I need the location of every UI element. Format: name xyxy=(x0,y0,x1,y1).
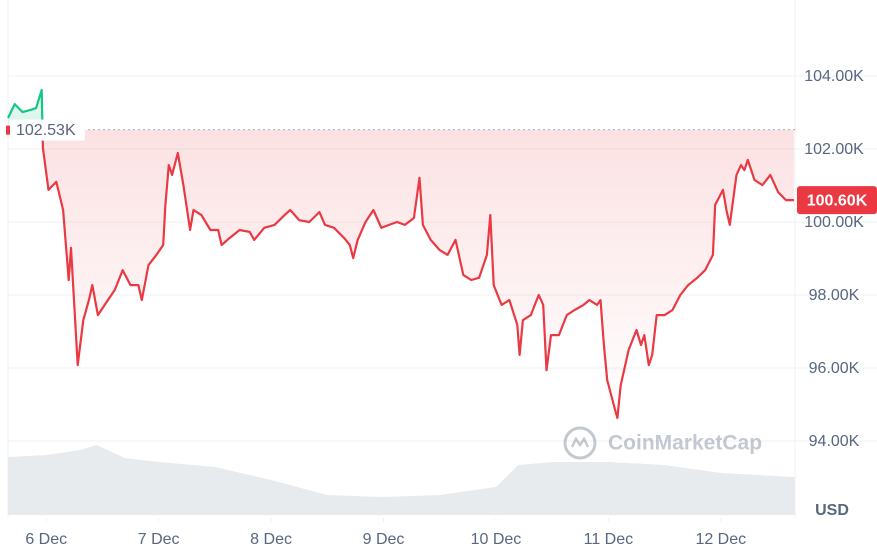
x-tick-label: 9 Dec xyxy=(363,531,405,548)
last-price-box xyxy=(797,186,877,215)
reference-label-box xyxy=(9,119,85,141)
y-tick-label: 104.00K xyxy=(804,68,864,85)
x-tick-label: 10 Dec xyxy=(471,531,522,548)
last-price-label: 100.60K xyxy=(807,192,868,209)
y-tick-label: 96.00K xyxy=(809,360,860,377)
x-tick-label: 7 Dec xyxy=(138,531,180,548)
x-tick-label: 8 Dec xyxy=(250,531,292,548)
price-line xyxy=(7,88,794,420)
y-tick-label: 100.00K xyxy=(804,214,864,231)
watermark-logo-mark xyxy=(570,436,590,448)
currency-label: USD xyxy=(815,502,849,519)
x-tick-label: 11 Dec xyxy=(584,531,634,548)
price-fill xyxy=(8,89,794,419)
reference-label-marker xyxy=(6,125,10,135)
watermark: CoinMarketCap xyxy=(563,426,762,460)
watermark-text: CoinMarketCap xyxy=(608,432,762,455)
reference-label: 102.53K xyxy=(16,122,76,139)
y-tick-label: 102.00K xyxy=(804,141,864,158)
watermark-logo xyxy=(563,426,597,460)
y-tick-label: 98.00K xyxy=(809,287,860,304)
volume-area xyxy=(8,445,795,515)
x-tick-label: 6 Dec xyxy=(25,531,67,548)
y-tick-label: 94.00K xyxy=(809,433,860,450)
x-tick-label: 12 Dec xyxy=(695,531,746,548)
